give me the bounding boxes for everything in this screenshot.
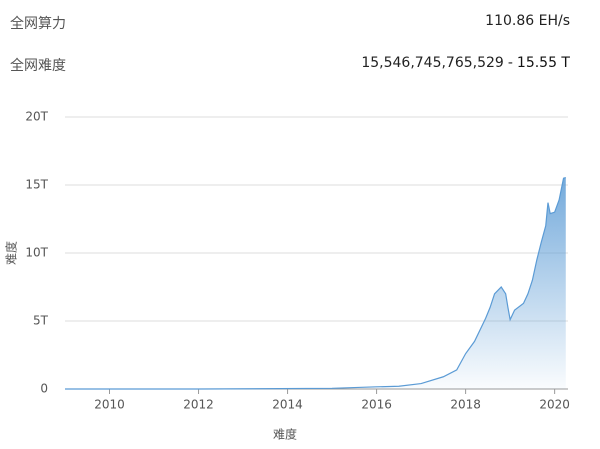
separator: -	[507, 55, 513, 71]
y-tick-label: 15T	[25, 178, 48, 192]
y-tick-label: 20T	[25, 110, 48, 124]
x-tick-label: 2010	[94, 398, 125, 412]
y-tick-label: 10T	[25, 246, 48, 260]
line	[65, 176, 566, 390]
x-tick-label: 2016	[361, 398, 392, 412]
area	[65, 177, 566, 389]
value: 110.86 EH/s	[485, 13, 570, 29]
y-axis-label: 难度	[4, 241, 19, 265]
value-short: 15.55 T	[516, 55, 570, 71]
value-group: 15,546,745,765,529-15.55 T	[361, 55, 570, 71]
label: 全网难度	[10, 58, 66, 74]
label: 全网算力	[10, 16, 66, 32]
x-axis-label: 难度	[273, 427, 297, 442]
y-tick-label: 0	[40, 382, 48, 396]
x-tick-label: 2012	[183, 398, 214, 412]
value: 15,546,745,765,529	[361, 55, 504, 71]
y-tick-label: 5T	[33, 314, 49, 328]
x-tick-label: 2020	[539, 398, 570, 412]
x-tick-label: 2014	[272, 398, 303, 412]
x-tick-label: 2018	[450, 398, 481, 412]
